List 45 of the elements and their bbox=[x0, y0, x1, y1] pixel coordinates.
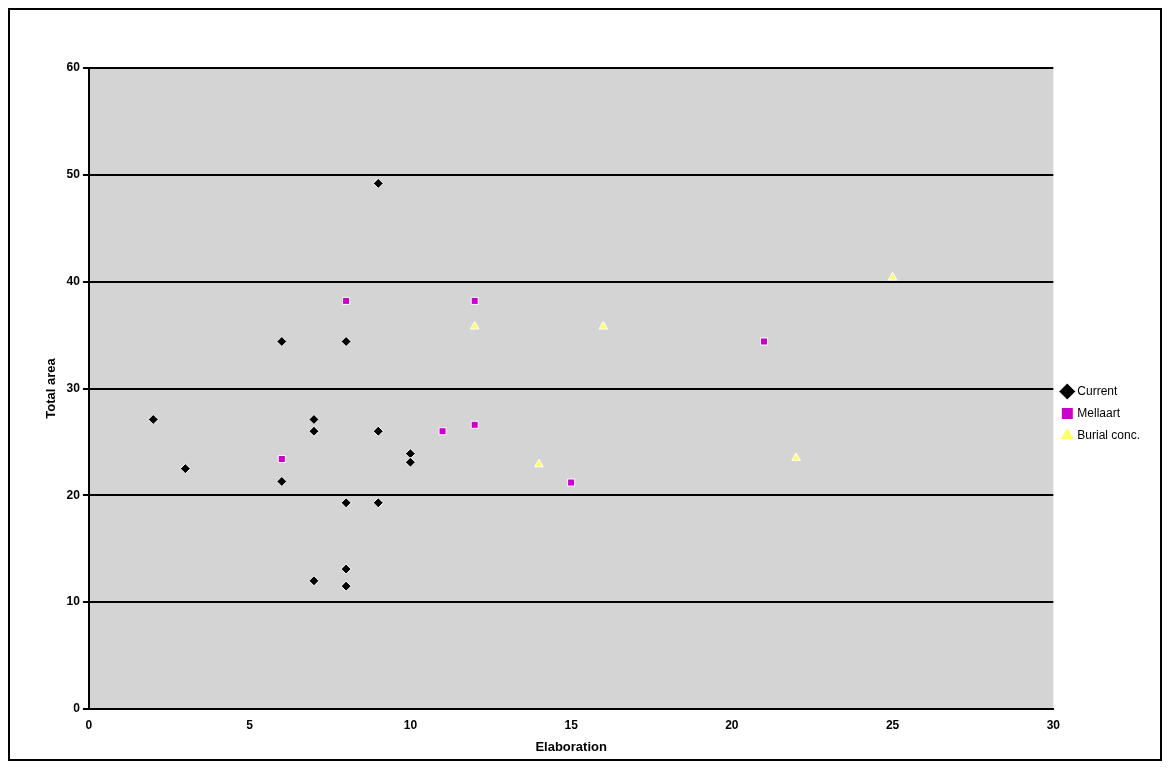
legend-label: Current bbox=[1077, 383, 1118, 398]
point bbox=[308, 425, 320, 437]
x-tick-label: 15 bbox=[564, 717, 579, 732]
point bbox=[147, 413, 159, 425]
y-tick-label: 30 bbox=[66, 380, 81, 395]
point bbox=[534, 458, 544, 468]
point bbox=[340, 563, 352, 575]
y-tick-label: 0 bbox=[73, 701, 81, 716]
y-tick-label: 40 bbox=[66, 273, 81, 288]
point bbox=[372, 425, 384, 437]
point bbox=[438, 427, 447, 436]
x-tick-label: 30 bbox=[1046, 717, 1061, 732]
x-tick-label: 0 bbox=[85, 717, 93, 732]
point bbox=[759, 337, 769, 346]
x-tick-label: 10 bbox=[403, 717, 418, 732]
point bbox=[598, 321, 609, 330]
point bbox=[276, 335, 288, 347]
y-tick-label: 60 bbox=[66, 60, 81, 75]
point bbox=[179, 463, 191, 475]
x-tick-label: 5 bbox=[246, 717, 254, 732]
point bbox=[469, 321, 480, 330]
legend-label: Burial conc. bbox=[1077, 427, 1141, 442]
point bbox=[340, 580, 352, 592]
y-tick-label: 10 bbox=[66, 594, 81, 609]
point bbox=[887, 271, 898, 281]
y-tick-label: 50 bbox=[66, 167, 81, 182]
point bbox=[340, 497, 352, 509]
point bbox=[372, 497, 384, 509]
x-axis-title: Elaboration bbox=[535, 738, 607, 754]
x-tick-label: 25 bbox=[885, 717, 900, 732]
point bbox=[308, 575, 320, 587]
y-axis-title: Total area bbox=[43, 357, 59, 419]
x-tick-label: 20 bbox=[725, 717, 739, 732]
point bbox=[404, 456, 416, 468]
point bbox=[276, 475, 288, 487]
legend-label: Mellaart bbox=[1077, 405, 1121, 420]
point bbox=[470, 420, 479, 429]
point bbox=[470, 296, 479, 305]
point bbox=[308, 413, 320, 425]
point bbox=[372, 177, 384, 189]
point bbox=[277, 454, 286, 464]
point bbox=[791, 452, 801, 461]
y-tick-label: 20 bbox=[66, 487, 81, 502]
point bbox=[342, 296, 351, 305]
point bbox=[567, 478, 576, 487]
